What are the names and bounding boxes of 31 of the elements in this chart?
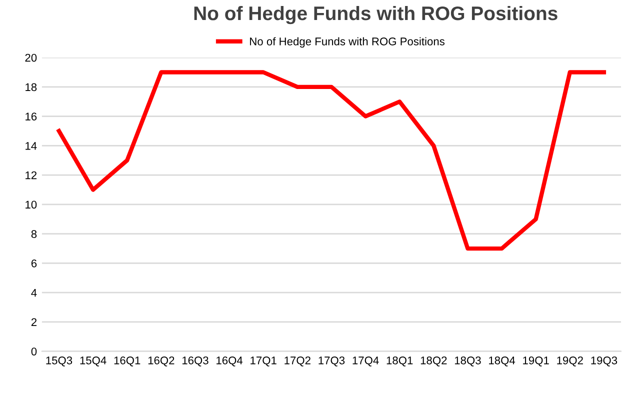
x-tick-label: 17Q4 bbox=[352, 356, 379, 366]
x-tick-label: 16Q2 bbox=[148, 356, 174, 366]
y-tick-label: 8 bbox=[31, 230, 37, 238]
x-tick-label: 16Q1 bbox=[114, 356, 140, 366]
x-tick-label: 17Q2 bbox=[284, 356, 310, 366]
x-tick-label: 18Q2 bbox=[420, 356, 447, 366]
y-tick-label: 20 bbox=[25, 54, 37, 62]
x-tick-label: 15Q3 bbox=[46, 356, 72, 366]
x-tick-label: 17Q3 bbox=[318, 356, 345, 366]
y-tick-label: 14 bbox=[26, 142, 37, 150]
chart-title: No of Hedge Funds with ROG Positions bbox=[194, 6, 558, 24]
y-tick-label: 10 bbox=[26, 200, 37, 209]
y-tick-label: 0 bbox=[31, 348, 37, 356]
x-tick-label: 18Q1 bbox=[386, 356, 413, 366]
x-tick-label: 16Q3 bbox=[182, 356, 208, 366]
legend-label: No of Hedge Funds with ROG Positions bbox=[250, 37, 445, 48]
y-tick-label: 6 bbox=[31, 259, 37, 268]
y-tick-label: 4 bbox=[31, 288, 37, 297]
y-tick-label: 2 bbox=[31, 318, 37, 326]
x-tick-label: 17Q1 bbox=[250, 356, 276, 366]
x-tick-label: 16Q4 bbox=[216, 356, 243, 366]
x-tick-label: 19Q3 bbox=[591, 356, 618, 366]
y-tick-label: 16 bbox=[26, 112, 37, 120]
x-tick-label: 18Q4 bbox=[489, 356, 516, 366]
x-tick-label: 19Q1 bbox=[523, 356, 549, 366]
y-tick-label: 18 bbox=[26, 83, 37, 92]
line-series bbox=[56, 70, 606, 251]
x-tick-label: 18Q3 bbox=[454, 356, 481, 366]
y-tick-label: 12 bbox=[26, 171, 37, 180]
x-tick-label: 19Q2 bbox=[557, 356, 583, 366]
x-tick-label: 15Q4 bbox=[80, 356, 106, 366]
